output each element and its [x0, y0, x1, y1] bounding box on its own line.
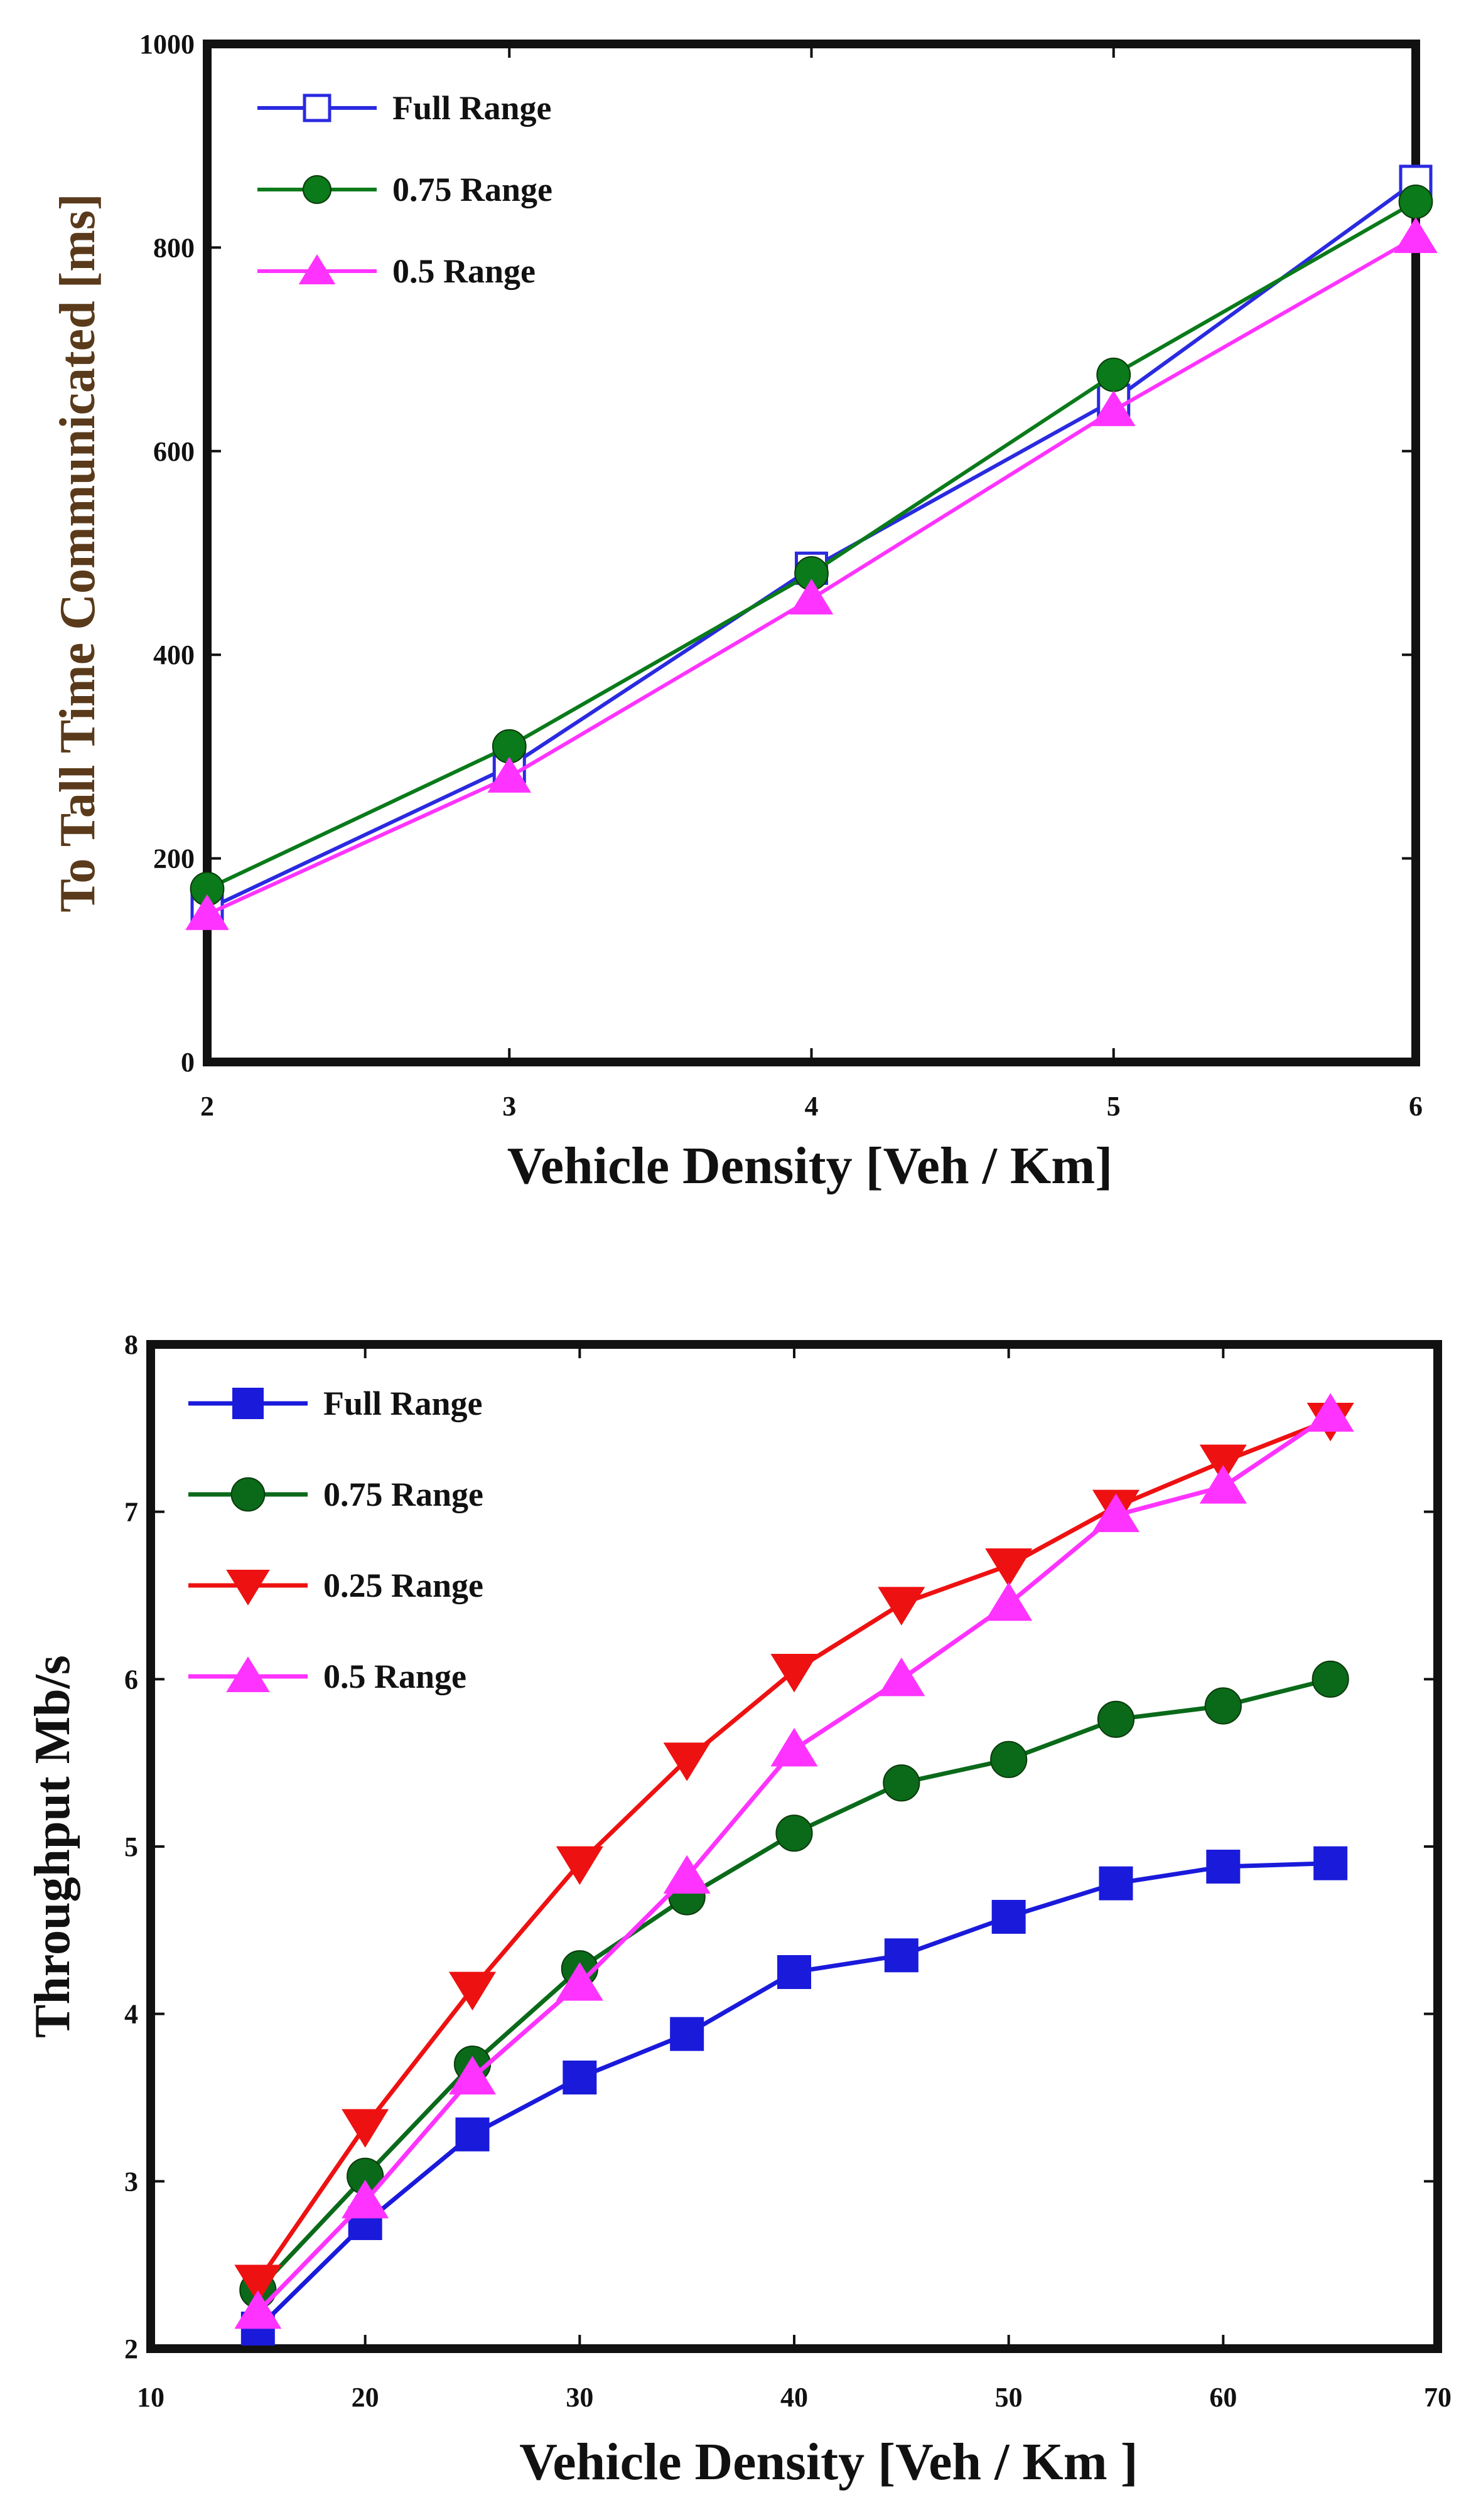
chart-1-time-communicated: 2 3 4 5 6 0 200 400 600 800 1000 Full Range 0.75 Ra… — [50, 29, 1438, 1195]
data-point-0-5-range — [663, 1855, 711, 1894]
y-tick-label: 7 — [124, 1497, 138, 1528]
x-tick-label: 3 — [502, 1091, 516, 1122]
legend-marker-full-range — [303, 94, 331, 122]
data-point-0-5-range — [1199, 1465, 1247, 1504]
y-tick-label: 6 — [124, 1664, 138, 1695]
chart-1-series — [185, 164, 1438, 930]
data-point-full-range — [884, 1938, 918, 1973]
data-point-0-5-range — [1091, 390, 1136, 426]
chart-1-tick-labels: 2 3 4 5 6 0 200 400 600 800 1000 — [139, 29, 1423, 1122]
data-point-0-5-range — [1306, 1393, 1354, 1432]
y-tick-label: 4 — [124, 1999, 138, 2030]
data-point-0-5-range — [789, 579, 834, 614]
x-tick-label: 60 — [1209, 2382, 1237, 2413]
data-point-0-5-range — [342, 2179, 389, 2219]
y-tick-label: 400 — [153, 640, 195, 670]
legend-marker-0-5-range — [226, 1656, 270, 1692]
data-point-0-5-range — [234, 2290, 282, 2329]
y-tick-label: 8 — [124, 1329, 138, 1360]
legend-marker-0-25-range — [226, 1570, 270, 1606]
data-point-0-25-range — [342, 2109, 389, 2148]
legend-marker-full-range — [232, 1388, 264, 1419]
data-point-0-75-range — [1204, 1687, 1242, 1725]
legend-marker-0-75-range — [230, 1477, 266, 1512]
x-tick-label: 30 — [566, 2382, 593, 2413]
legend-marker-0-75-range — [303, 175, 331, 204]
x-tick-label: 40 — [780, 2382, 808, 2413]
data-point-0-25-range — [878, 1587, 925, 1626]
data-point-full-range — [455, 2117, 490, 2152]
data-point-0-75-range — [1312, 1660, 1349, 1698]
y-tick-label: 800 — [153, 232, 195, 263]
data-point-0-75-range — [1097, 1700, 1135, 1738]
data-point-0-25-range — [556, 1846, 603, 1885]
chart-2-legend: Full Range 0.75 Range 0.25 Range 0.5 Range — [188, 1385, 483, 1695]
x-tick-label: 4 — [805, 1091, 819, 1122]
y-tick-label: 3 — [124, 2166, 138, 2197]
legend-label-0-75-range: 0.75 Range — [323, 1476, 483, 1513]
chart-2-tick-marks — [149, 1343, 1439, 2350]
data-point-0-75-range — [883, 1764, 920, 1802]
y-tick-label: 1000 — [139, 29, 195, 60]
data-point-0-75-range — [1096, 357, 1131, 392]
data-point-0-5-range — [185, 894, 229, 930]
y-tick-label: 600 — [153, 436, 195, 467]
data-point-full-range — [1206, 1850, 1241, 1884]
y-tick-label: 200 — [153, 844, 195, 874]
x-tick-label: 20 — [352, 2382, 379, 2413]
legend-label-0-75-range: 0.75 Range — [392, 171, 552, 208]
legend-label-full-range: Full Range — [392, 89, 552, 127]
data-point-full-range — [777, 1955, 811, 1989]
data-point-0-5-range — [770, 1727, 818, 1767]
x-tick-label: 50 — [995, 2382, 1023, 2413]
chart-1-legend: Full Range 0.75 Range 0.5 Range — [257, 89, 552, 290]
data-point-0-5-range — [1394, 217, 1438, 254]
chart-1-y-axis-label: To Tall Time Communicated [ms] — [50, 193, 105, 912]
x-tick-label: 70 — [1424, 2382, 1452, 2413]
data-point-0-25-range — [1199, 1444, 1247, 1484]
legend-label-full-range: Full Range — [323, 1385, 483, 1422]
data-point-0-25-range — [985, 1548, 1033, 1587]
data-point-full-range — [1313, 1846, 1348, 1880]
data-point-0-75-range — [1398, 185, 1433, 219]
data-point-0-25-range — [448, 1971, 497, 2011]
x-tick-label: 5 — [1107, 1091, 1121, 1122]
data-point-0-5-range — [448, 2056, 497, 2094]
data-point-0-5-range — [556, 1962, 603, 2001]
legend-label-0-5-range: 0.5 Range — [392, 252, 536, 290]
data-point-0-5-range — [1092, 1493, 1140, 1532]
legend-label-0-25-range: 0.25 Range — [323, 1567, 483, 1604]
chart-1-tick-marks — [206, 43, 1417, 1063]
data-point-full-range — [991, 1900, 1026, 1934]
legend-marker-0-5-range — [298, 254, 336, 284]
chart-1-x-axis-label: Vehicle Density [Veh / Km] — [507, 1137, 1112, 1195]
data-point-full-range — [1099, 1866, 1133, 1901]
x-tick-label: 6 — [1409, 1091, 1423, 1122]
data-point-0-25-range — [770, 1654, 818, 1693]
data-point-0-25-range — [663, 1742, 711, 1781]
chart-2-x-axis-label: Vehicle Density [Veh / Km ] — [519, 2433, 1138, 2491]
data-point-0-5-range — [878, 1657, 925, 1697]
data-point-0-25-range — [234, 2265, 282, 2303]
data-point-0-5-range — [487, 756, 532, 793]
legend-label-0-5-range: 0.5 Range — [323, 1658, 466, 1695]
chart-2-throughput: 10 20 30 40 50 60 70 2 3 4 5 6 7 8 Full Range 0.75 Ran… — [25, 1329, 1452, 2491]
x-tick-label: 2 — [200, 1091, 214, 1122]
chart-2-tick-labels: 10 20 30 40 50 60 70 2 3 4 5 6 7 8 — [124, 1329, 1452, 2413]
x-tick-label: 10 — [137, 2382, 164, 2413]
data-point-0-75-range — [775, 1815, 813, 1852]
data-point-full-range — [563, 2061, 597, 2094]
data-point-0-5-range — [985, 1582, 1033, 1621]
y-tick-label: 0 — [181, 1047, 195, 1078]
data-point-full-range — [670, 2017, 704, 2051]
y-tick-label: 5 — [124, 1831, 138, 1862]
chart-2-series — [234, 1393, 1354, 2346]
chart-2-y-axis-label: Throughput Mb/s — [25, 1655, 80, 2038]
data-point-0-75-range — [990, 1740, 1028, 1778]
y-tick-label: 2 — [124, 2334, 138, 2364]
